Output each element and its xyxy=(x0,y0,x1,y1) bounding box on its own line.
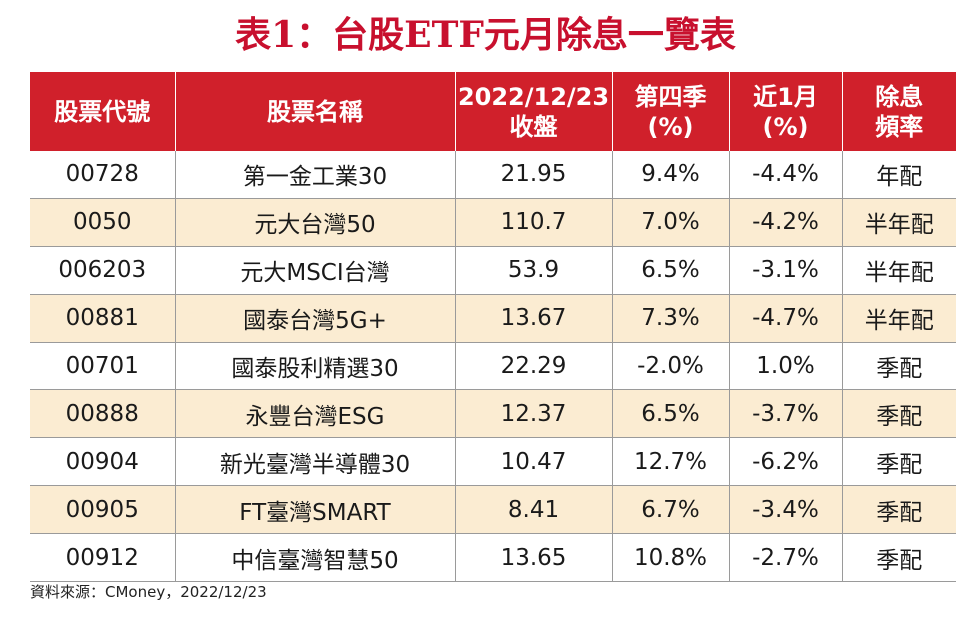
table-row: 00881 國泰台灣5G+ 13.67 7.3% -4.7% 半年配 xyxy=(30,294,956,343)
cell-close-price: 22.29 xyxy=(455,342,613,391)
cell-close-price: 12.37 xyxy=(455,389,613,439)
table-row: 00904 新光臺灣半導體30 10.47 12.7% -6.2% 季配 xyxy=(30,437,956,487)
cell-stock-name: FT臺灣SMART xyxy=(175,485,456,535)
cell-1m-return: -4.7% xyxy=(729,294,843,343)
cell-1m-return: -3.7% xyxy=(729,389,843,439)
header-close-price: 2022/12/23 收盤 xyxy=(455,72,613,151)
cell-dividend-frequency: 半年配 xyxy=(842,246,956,295)
cell-dividend-frequency: 半年配 xyxy=(842,294,956,343)
cell-q4-return: 7.0% xyxy=(612,198,730,247)
cell-1m-return: 1.0% xyxy=(729,342,843,391)
header-stock-name: 股票名稱 xyxy=(175,72,456,151)
cell-q4-return: 6.5% xyxy=(612,389,730,439)
cell-close-price: 53.9 xyxy=(455,246,613,295)
cell-stock-code: 00912 xyxy=(30,533,176,583)
cell-dividend-frequency: 年配 xyxy=(842,151,956,199)
cell-q4-return: 7.3% xyxy=(612,294,730,343)
table-title: 表1：台股ETF元月除息一覽表 xyxy=(235,14,736,56)
table-row: 006203 元大MSCI台灣 53.9 6.5% -3.1% 半年配 xyxy=(30,246,956,295)
cell-stock-code: 00888 xyxy=(30,389,176,439)
cell-close-price: 21.95 xyxy=(455,151,613,199)
header-1m-return: 近1月 (%) xyxy=(729,72,843,151)
cell-close-price: 13.65 xyxy=(455,533,613,583)
cell-q4-return: 6.5% xyxy=(612,246,730,295)
cell-dividend-frequency: 季配 xyxy=(842,437,956,487)
cell-close-price: 8.41 xyxy=(455,485,613,535)
cell-q4-return: 10.8% xyxy=(612,533,730,583)
cell-dividend-frequency: 季配 xyxy=(842,389,956,439)
cell-dividend-frequency: 季配 xyxy=(842,533,956,583)
cell-stock-name: 元大MSCI台灣 xyxy=(175,246,456,295)
cell-q4-return: 12.7% xyxy=(612,437,730,487)
cell-stock-code: 00905 xyxy=(30,485,176,535)
cell-close-price: 10.47 xyxy=(455,437,613,487)
cell-stock-name: 中信臺灣智慧50 xyxy=(175,533,456,583)
header-row: 股票代號 股票名稱 2022/12/23 收盤 第四季 (%) 近1月 (%) 除息頻… xyxy=(30,72,956,151)
cell-stock-code: 00881 xyxy=(30,294,176,343)
cell-1m-return: -6.2% xyxy=(729,437,843,487)
cell-dividend-frequency: 季配 xyxy=(842,342,956,391)
cell-close-price: 13.67 xyxy=(455,294,613,343)
etf-dividend-table: 股票代號 股票名稱 2022/12/23 收盤 第四季 (%) 近1月 (%) 除息頻… xyxy=(30,72,956,583)
cell-1m-return: -3.4% xyxy=(729,485,843,535)
cell-stock-code: 006203 xyxy=(30,246,176,295)
cell-stock-code: 0050 xyxy=(30,198,176,247)
cell-1m-return: -4.2% xyxy=(729,198,843,247)
cell-1m-return: -4.4% xyxy=(729,151,843,199)
cell-stock-name: 國泰台灣5G+ xyxy=(175,294,456,343)
cell-stock-name: 元大台灣50 xyxy=(175,198,456,247)
table-row: 00888 永豐台灣ESG 12.37 6.5% -3.7% 季配 xyxy=(30,389,956,439)
cell-stock-code: 00904 xyxy=(30,437,176,487)
header-stock-code: 股票代號 xyxy=(30,72,176,151)
cell-1m-return: -3.1% xyxy=(729,246,843,295)
cell-close-price: 110.7 xyxy=(455,198,613,247)
cell-dividend-frequency: 半年配 xyxy=(842,198,956,247)
table-row: 00905 FT臺灣SMART 8.41 6.7% -3.4% 季配 xyxy=(30,485,956,535)
cell-stock-name: 國泰股利精選30 xyxy=(175,342,456,391)
table-row: 0050 元大台灣50 110.7 7.0% -4.2% 半年配 xyxy=(30,198,956,247)
cell-q4-return: 9.4% xyxy=(612,151,730,199)
header-q4-return: 第四季 (%) xyxy=(612,72,730,151)
cell-q4-return: 6.7% xyxy=(612,485,730,535)
cell-stock-name: 新光臺灣半導體30 xyxy=(175,437,456,487)
header-dividend-frequency: 除息 頻率 xyxy=(842,72,956,151)
cell-stock-name: 永豐台灣ESG xyxy=(175,389,456,439)
table-row: 00701 國泰股利精選30 22.29 -2.0% 1.0% 季配 xyxy=(30,342,956,391)
table-row: 00728 第一金工業30 21.95 9.4% -4.4% 年配 xyxy=(30,151,956,199)
cell-stock-code: 00728 xyxy=(30,151,176,199)
cell-dividend-frequency: 季配 xyxy=(842,485,956,535)
table-row: 00912 中信臺灣智慧50 13.65 10.8% -2.7% 季配 xyxy=(30,533,956,583)
cell-q4-return: -2.0% xyxy=(612,342,730,391)
cell-stock-name: 第一金工業30 xyxy=(175,151,456,199)
source-note: 資料來源：CMoney，2022/12/23 xyxy=(30,583,267,601)
cell-stock-code: 00701 xyxy=(30,342,176,391)
cell-1m-return: -2.7% xyxy=(729,533,843,583)
